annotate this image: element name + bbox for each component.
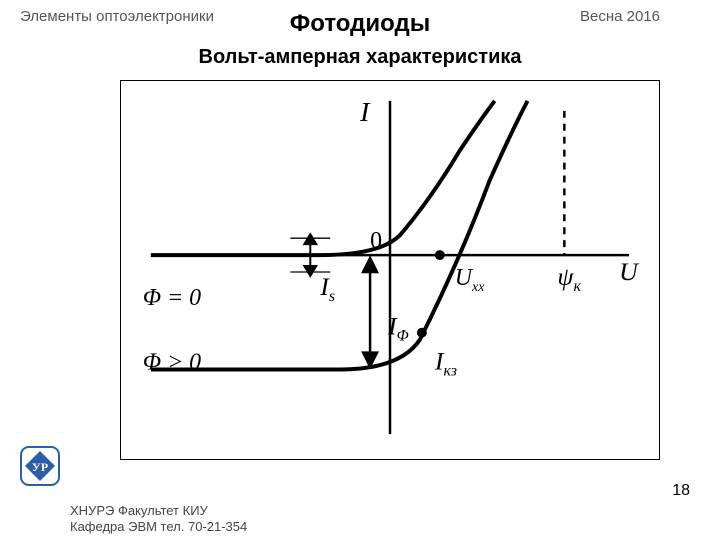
- arrow-iphi: [363, 258, 377, 366]
- page-subtitle: Вольт-амперная характеристика: [0, 46, 720, 69]
- label-iphi: IΦ: [387, 312, 409, 345]
- label-u-axis: U: [619, 257, 640, 286]
- label-psi-k: ψк: [557, 262, 581, 295]
- label-uxx: Uxx: [455, 265, 485, 295]
- footer-line2: Кафедра ЭВМ тел. 70-21-354: [70, 519, 247, 534]
- svg-text:УР: УР: [32, 460, 48, 474]
- label-i-axis: I: [359, 97, 371, 128]
- label-origin: 0: [370, 228, 382, 254]
- curve-phi-zero: [151, 101, 495, 255]
- curve-phi-positive: [151, 101, 528, 370]
- page-title: Фотодиоды: [0, 10, 720, 38]
- marker-ikz: [417, 328, 427, 338]
- label-is: Is: [319, 272, 335, 305]
- footer-line1: ХНУРЭ Факультет КИУ: [70, 503, 208, 518]
- label-phi-positive: Φ > 0: [143, 349, 201, 375]
- label-ikz: Iкз: [434, 346, 457, 379]
- iv-chart: I U 0 Φ = 0 Φ > 0 Is IΦ Uxx Iкз ψк: [120, 80, 660, 460]
- page-number: 18: [672, 482, 690, 500]
- marker-uxx: [435, 250, 445, 260]
- label-phi-zero: Φ = 0: [143, 285, 201, 311]
- university-logo-icon: УР: [20, 446, 60, 486]
